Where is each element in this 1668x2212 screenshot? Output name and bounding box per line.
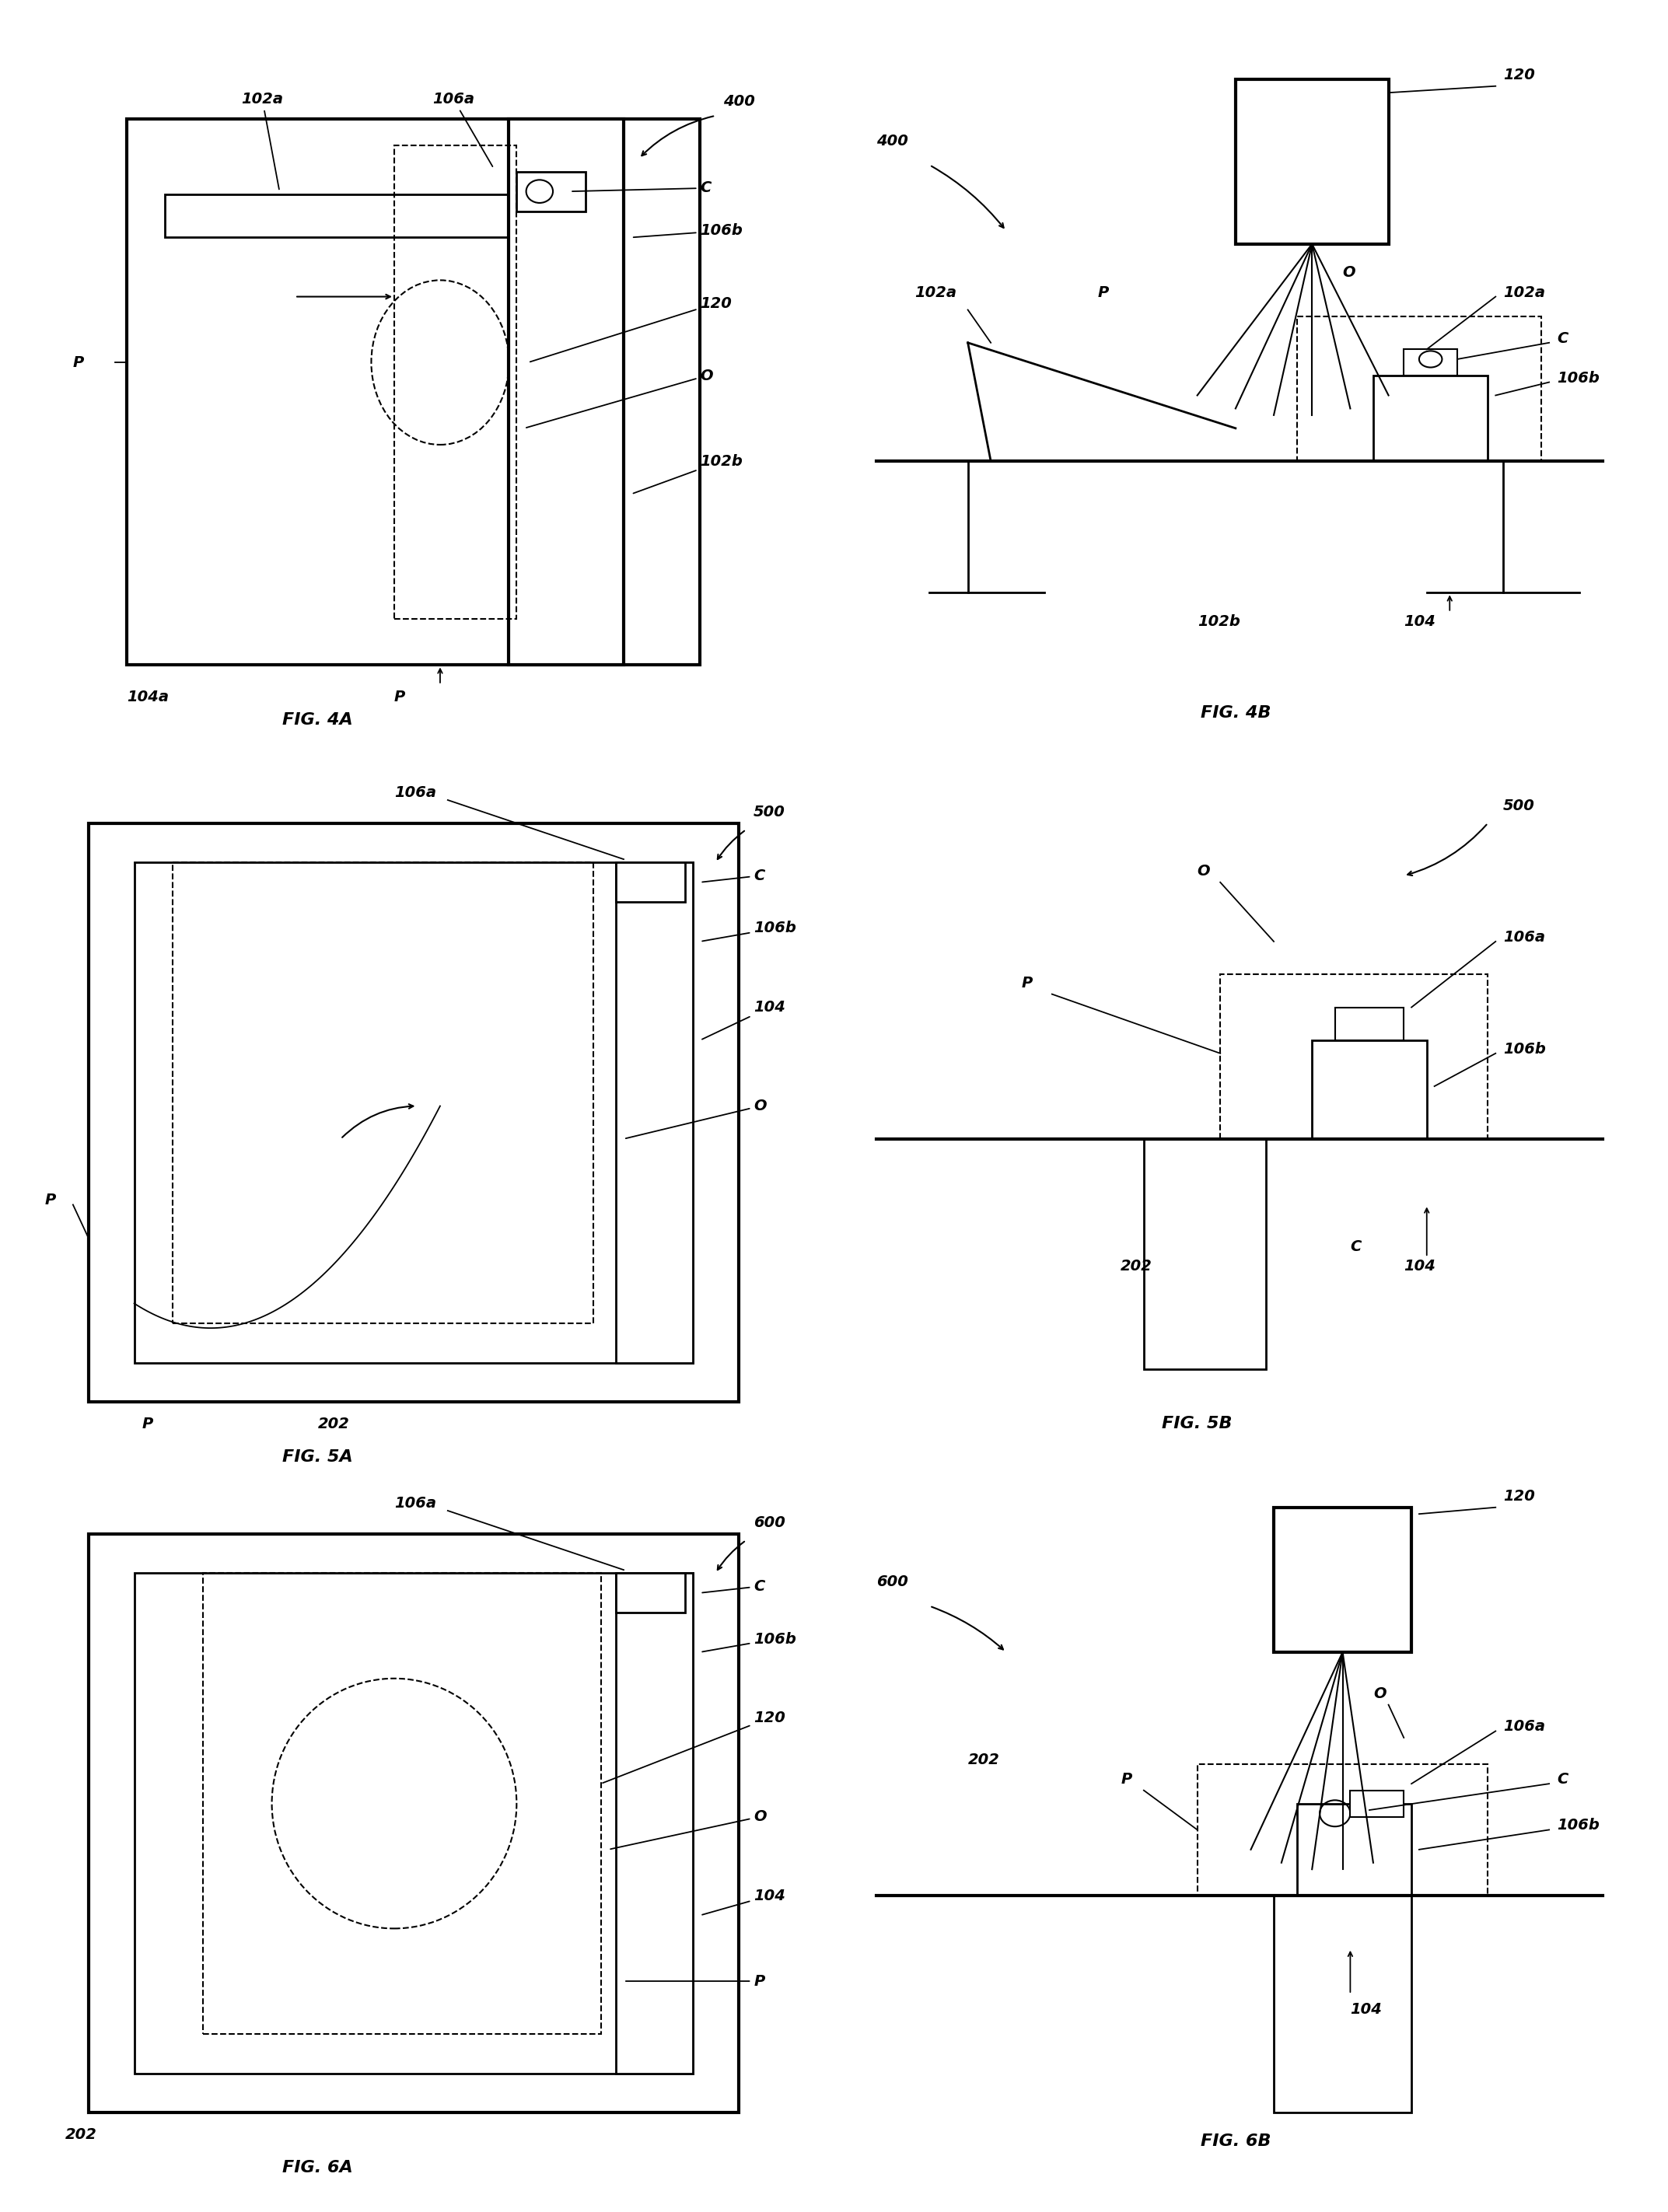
Text: C: C	[702, 1579, 764, 1593]
Text: 600: 600	[876, 1575, 907, 1590]
Text: 106b: 106b	[1556, 372, 1600, 385]
Text: 106a: 106a	[432, 93, 492, 166]
Text: 106b: 106b	[702, 920, 796, 940]
Bar	[165, 195, 570, 237]
Text: O: O	[527, 367, 714, 427]
Bar	[1296, 1803, 1411, 1896]
Text: FIG. 4A: FIG. 4A	[282, 712, 354, 728]
Bar	[1144, 1139, 1266, 1369]
Text: 102a: 102a	[1503, 285, 1545, 301]
Bar	[1296, 316, 1541, 460]
Text: 102b: 102b	[1198, 615, 1239, 628]
Bar	[203, 1573, 600, 2033]
Text: P: P	[626, 1973, 764, 1989]
Bar	[1198, 1763, 1488, 1896]
Text: 104: 104	[1351, 2002, 1383, 2017]
Bar	[509, 119, 624, 666]
Bar	[1373, 376, 1488, 460]
Text: 102a: 102a	[242, 93, 284, 190]
Bar	[172, 863, 594, 1323]
Text: P: P	[1098, 285, 1109, 301]
Text: 600: 600	[754, 1515, 786, 1531]
Text: 120: 120	[1503, 69, 1535, 82]
Bar	[1274, 1896, 1411, 2112]
Text: C: C	[702, 869, 764, 883]
Text: 202: 202	[967, 1752, 999, 1767]
Text: 104: 104	[1404, 1259, 1436, 1274]
Text: 102b: 102b	[634, 453, 742, 493]
Text: 202: 202	[317, 1416, 350, 1431]
Text: O: O	[1373, 1686, 1386, 1701]
Text: 120: 120	[530, 296, 732, 363]
Text: 106a: 106a	[394, 785, 437, 801]
Text: P: P	[142, 1416, 153, 1431]
Bar	[88, 1533, 739, 2112]
Bar	[394, 146, 517, 619]
Text: FIG. 4B: FIG. 4B	[1201, 706, 1271, 721]
Bar	[615, 863, 692, 1363]
Text: P: P	[394, 690, 405, 703]
Text: 202: 202	[65, 2128, 97, 2141]
Bar	[615, 863, 686, 902]
Bar	[1404, 349, 1458, 376]
Text: 120: 120	[1503, 1489, 1535, 1504]
Bar	[127, 119, 701, 666]
Text: O: O	[626, 1099, 767, 1139]
Text: 106b: 106b	[634, 223, 742, 239]
Bar	[517, 173, 585, 210]
Text: 500: 500	[1503, 799, 1535, 814]
Bar	[133, 1573, 692, 2073]
Bar	[1274, 1506, 1411, 1652]
Bar	[615, 1573, 686, 1613]
Text: 500: 500	[754, 805, 786, 821]
Text: 106a: 106a	[394, 1495, 437, 1511]
Bar	[1351, 1790, 1404, 1816]
Text: C: C	[1556, 332, 1568, 345]
Bar	[615, 1573, 692, 2073]
Text: 202: 202	[1121, 1259, 1153, 1274]
Text: 104a: 104a	[127, 690, 168, 703]
Text: FIG. 6B: FIG. 6B	[1201, 2132, 1271, 2148]
Text: 106a: 106a	[1503, 1719, 1545, 1734]
Text: O: O	[1198, 865, 1211, 878]
Text: FIG. 5B: FIG. 5B	[1163, 1416, 1233, 1431]
Text: 104: 104	[702, 1889, 786, 1916]
Text: 104: 104	[1404, 615, 1436, 628]
Text: 104: 104	[702, 1000, 786, 1040]
Text: P: P	[45, 1192, 55, 1208]
Text: O: O	[1343, 265, 1356, 281]
Text: P: P	[1021, 975, 1032, 991]
Bar	[133, 863, 692, 1363]
Text: C: C	[572, 181, 711, 195]
Bar	[1313, 1040, 1426, 1139]
Bar	[88, 823, 739, 1402]
Text: 106b: 106b	[1503, 1042, 1546, 1057]
Text: 102a: 102a	[914, 285, 956, 301]
Text: C: C	[1556, 1772, 1568, 1787]
Text: C: C	[1351, 1239, 1361, 1254]
Bar	[1236, 80, 1388, 243]
Text: 400: 400	[876, 133, 907, 148]
Text: 120: 120	[602, 1710, 786, 1783]
Text: P: P	[73, 356, 83, 369]
Text: 106b: 106b	[702, 1632, 796, 1652]
Text: 400: 400	[724, 95, 756, 108]
Bar	[1221, 975, 1488, 1139]
Text: FIG. 5A: FIG. 5A	[282, 1449, 354, 1464]
Bar	[1334, 1006, 1404, 1040]
Text: 106b: 106b	[1556, 1818, 1600, 1834]
Text: 106a: 106a	[1503, 929, 1545, 945]
Text: O: O	[610, 1809, 767, 1849]
Text: P: P	[1121, 1772, 1133, 1787]
Text: FIG. 6A: FIG. 6A	[282, 2159, 354, 2174]
